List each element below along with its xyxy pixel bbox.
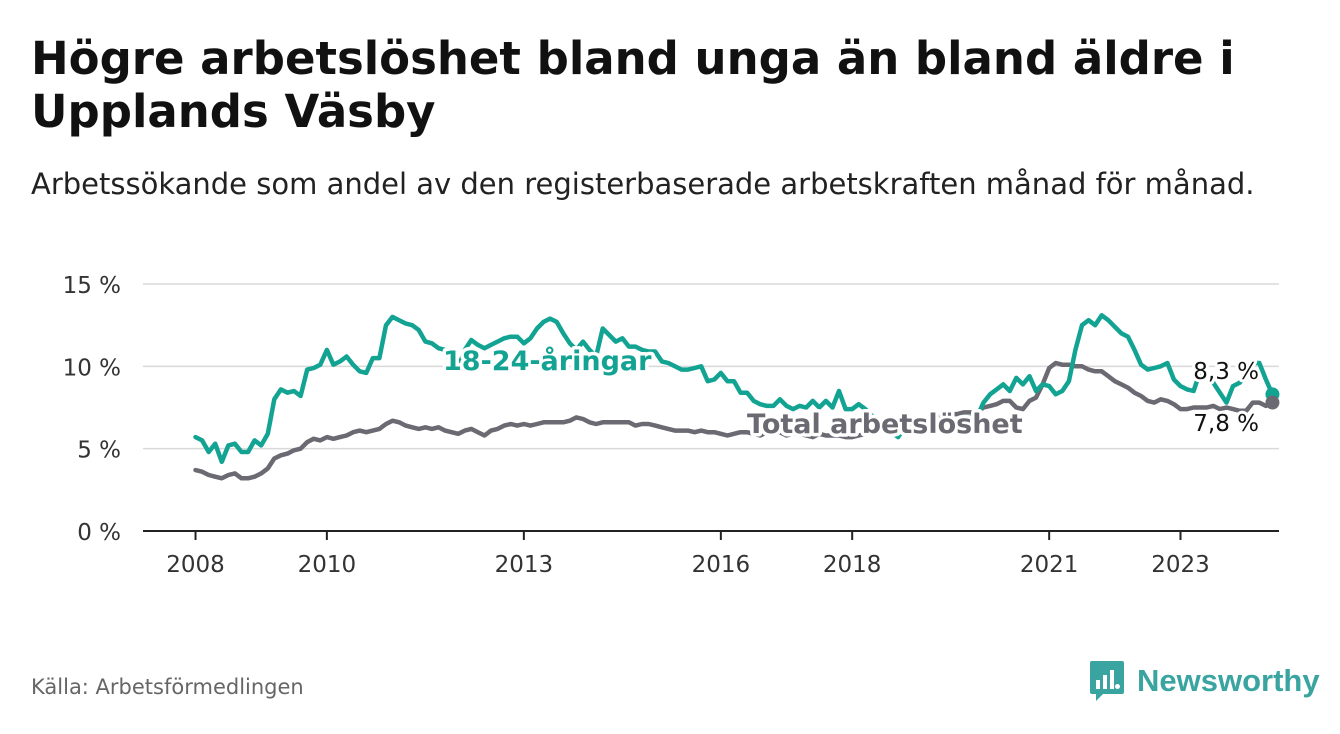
end-value-label-total: 7,8 % <box>1193 411 1259 437</box>
series-endpoint-total <box>1265 395 1280 410</box>
series-label-youth-halo: 18-24-åringar <box>443 345 652 377</box>
series-line-total <box>193 360 1275 481</box>
y-tick-label: 5 % <box>77 438 121 464</box>
y-tick-label: 15 % <box>63 273 121 299</box>
brand-logo: Newsworthy <box>1089 660 1320 702</box>
series-label-total: Total arbetslöshet <box>747 409 1023 440</box>
end-value-label-youth: 8,3 % <box>1193 359 1259 385</box>
y-tick-label: 0 % <box>77 520 121 546</box>
y-tick-label: 10 % <box>63 355 121 381</box>
end-value-label-total-halo: 7,8 % <box>1193 411 1259 437</box>
x-tick-label: 2013 <box>495 552 554 578</box>
chart-subtitle: Arbetssökande som andel av den registerb… <box>31 167 1255 201</box>
series-label-total-halo: Total arbetslöshet <box>747 409 1023 440</box>
x-tick-label: 2008 <box>166 552 225 578</box>
x-tick-label: 2021 <box>1020 552 1079 578</box>
chart-title: Högre arbetslöshet bland unga än bland ä… <box>31 32 1235 138</box>
series-label-youth: 18-24-åringar <box>443 345 652 377</box>
x-tick-label: 2023 <box>1151 552 1210 578</box>
series-line-youth <box>193 313 1275 465</box>
brand-name: Newsworthy <box>1137 663 1320 698</box>
x-tick-label: 2010 <box>298 552 357 578</box>
newsworthy-logo-icon <box>1090 661 1124 701</box>
end-value-label-youth-halo: 8,3 % <box>1193 359 1259 385</box>
x-tick-label: 2018 <box>823 552 882 578</box>
line-chart: 0 % 5 % 10 % 15 % 2008 2010 2013 2016 2018 2021 20… <box>63 273 1280 578</box>
x-tick-label: 2016 <box>692 552 751 578</box>
source-note: Källa: Arbetsförmedlingen <box>31 675 304 699</box>
